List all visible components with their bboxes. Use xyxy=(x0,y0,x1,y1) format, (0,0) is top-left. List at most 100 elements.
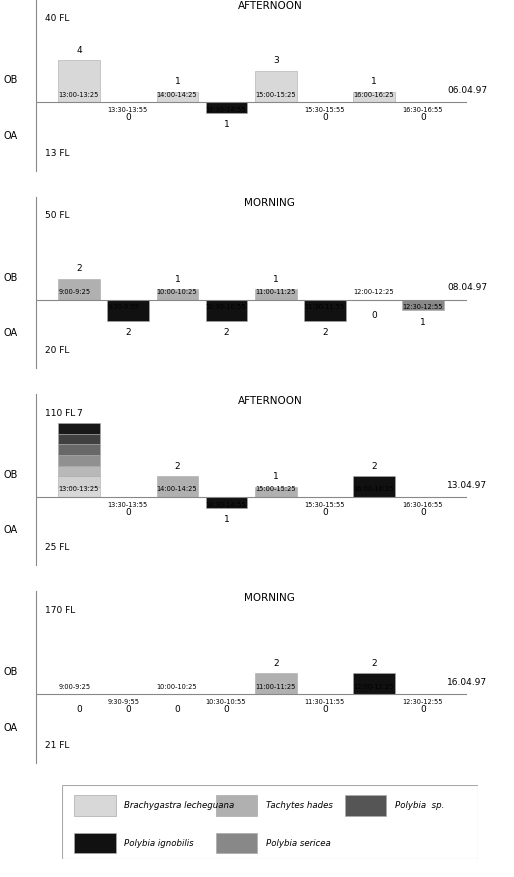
Bar xyxy=(59,455,100,466)
Text: 0: 0 xyxy=(77,705,82,715)
Text: 110 FL: 110 FL xyxy=(45,409,76,417)
Text: 12:00-12:25: 12:00-12:25 xyxy=(353,684,394,690)
Text: AFTERNOON: AFTERNOON xyxy=(237,1,302,11)
Text: 16:30-16:55: 16:30-16:55 xyxy=(402,502,443,508)
Text: 14:00-14:25: 14:00-14:25 xyxy=(157,487,197,493)
Text: 0: 0 xyxy=(322,113,328,123)
Bar xyxy=(59,476,100,487)
Text: 14:30-14:55: 14:30-14:55 xyxy=(206,107,246,113)
Text: OA: OA xyxy=(3,328,17,338)
Text: 11:30-11:55: 11:30-11:55 xyxy=(304,304,344,310)
Text: 21 FL: 21 FL xyxy=(45,741,70,750)
Text: 08.04.97: 08.04.97 xyxy=(447,283,487,292)
Bar xyxy=(216,832,258,853)
Text: 0: 0 xyxy=(224,705,229,715)
Text: 12:30-12:55: 12:30-12:55 xyxy=(402,304,443,310)
Text: 1: 1 xyxy=(273,472,279,481)
Bar xyxy=(59,466,100,476)
Text: 13.04.97: 13.04.97 xyxy=(447,481,487,489)
Text: 06.04.97: 06.04.97 xyxy=(447,86,487,95)
Text: 0: 0 xyxy=(420,113,426,123)
Bar xyxy=(74,832,116,853)
Text: 0: 0 xyxy=(125,113,131,123)
Text: 15:30-15:55: 15:30-15:55 xyxy=(304,107,344,113)
Text: 0: 0 xyxy=(322,705,328,715)
Text: 9:30-9:55: 9:30-9:55 xyxy=(107,699,139,705)
Text: 0: 0 xyxy=(322,508,328,517)
Text: 1: 1 xyxy=(175,275,180,284)
Text: 9:00-9:25: 9:00-9:25 xyxy=(59,289,90,296)
Text: 10:30-10:55: 10:30-10:55 xyxy=(206,304,246,310)
Text: 3: 3 xyxy=(273,56,279,66)
Text: 9:00-9:25: 9:00-9:25 xyxy=(59,684,90,690)
Text: 1: 1 xyxy=(273,275,279,284)
Text: 13:30-13:55: 13:30-13:55 xyxy=(107,107,148,113)
Text: 2: 2 xyxy=(371,461,377,470)
Text: 0: 0 xyxy=(420,508,426,517)
Text: OA: OA xyxy=(3,131,17,140)
Text: OB: OB xyxy=(3,273,17,282)
Bar xyxy=(59,487,100,497)
Bar xyxy=(345,795,387,816)
Text: 10:00-10:25: 10:00-10:25 xyxy=(157,289,197,296)
Text: 4: 4 xyxy=(77,46,82,55)
Text: 0: 0 xyxy=(175,705,180,715)
Text: 12:30-12:55: 12:30-12:55 xyxy=(402,699,443,705)
Bar xyxy=(59,445,100,455)
Text: 10:30-10:55: 10:30-10:55 xyxy=(206,699,246,705)
Bar xyxy=(206,300,247,321)
Bar xyxy=(206,497,247,508)
Bar xyxy=(107,300,149,321)
Bar xyxy=(59,424,100,434)
Text: 1: 1 xyxy=(224,515,229,524)
Text: Polybia ignobilis: Polybia ignobilis xyxy=(124,838,194,847)
Text: 13:00-13:25: 13:00-13:25 xyxy=(59,487,99,493)
Text: 0: 0 xyxy=(420,705,426,715)
Bar xyxy=(74,795,116,816)
Text: 40 FL: 40 FL xyxy=(45,14,70,23)
Text: 170 FL: 170 FL xyxy=(45,606,76,615)
Bar xyxy=(255,289,297,300)
Text: 13:30-13:55: 13:30-13:55 xyxy=(107,502,148,508)
Text: 16.04.97: 16.04.97 xyxy=(447,678,487,687)
Text: Polybia  sp.: Polybia sp. xyxy=(395,802,444,810)
Text: 15:00-15:25: 15:00-15:25 xyxy=(255,92,296,98)
Text: 16:00-16:25: 16:00-16:25 xyxy=(353,487,394,493)
Text: 11:30-11:55: 11:30-11:55 xyxy=(304,699,344,705)
Text: 7: 7 xyxy=(77,409,82,418)
Text: MORNING: MORNING xyxy=(245,593,295,603)
Bar xyxy=(157,92,198,103)
Text: 16:00-16:25: 16:00-16:25 xyxy=(353,92,394,98)
Text: 20 FL: 20 FL xyxy=(45,346,70,355)
Text: OB: OB xyxy=(3,470,17,480)
Text: 50 FL: 50 FL xyxy=(45,211,70,220)
Bar xyxy=(255,674,297,695)
Text: 25 FL: 25 FL xyxy=(45,544,70,553)
Text: 2: 2 xyxy=(273,659,279,668)
Text: 2: 2 xyxy=(125,328,131,337)
Bar xyxy=(402,300,444,310)
Text: 1: 1 xyxy=(371,77,377,87)
Text: 2: 2 xyxy=(322,328,327,337)
Bar xyxy=(216,795,258,816)
Text: 15:30-15:55: 15:30-15:55 xyxy=(304,502,344,508)
Text: 14:00-14:25: 14:00-14:25 xyxy=(157,92,197,98)
Bar xyxy=(353,92,395,103)
Text: MORNING: MORNING xyxy=(245,198,295,209)
Text: 15:00-15:25: 15:00-15:25 xyxy=(255,487,296,493)
Bar xyxy=(157,289,198,300)
Text: OB: OB xyxy=(3,667,17,677)
Bar xyxy=(59,434,100,445)
Bar xyxy=(353,674,395,695)
Text: 2: 2 xyxy=(224,328,229,337)
Text: 0: 0 xyxy=(125,508,131,517)
Text: Brachygastra lecheguana: Brachygastra lecheguana xyxy=(124,802,234,810)
Bar xyxy=(59,279,100,300)
Text: 12:00-12:25: 12:00-12:25 xyxy=(353,289,394,296)
Text: 1: 1 xyxy=(175,77,180,87)
Text: 9:30-9:55: 9:30-9:55 xyxy=(107,304,139,310)
Text: 2: 2 xyxy=(371,659,377,668)
Text: 1: 1 xyxy=(224,120,229,129)
Text: Polybia sericea: Polybia sericea xyxy=(266,838,331,847)
Bar xyxy=(59,61,100,103)
